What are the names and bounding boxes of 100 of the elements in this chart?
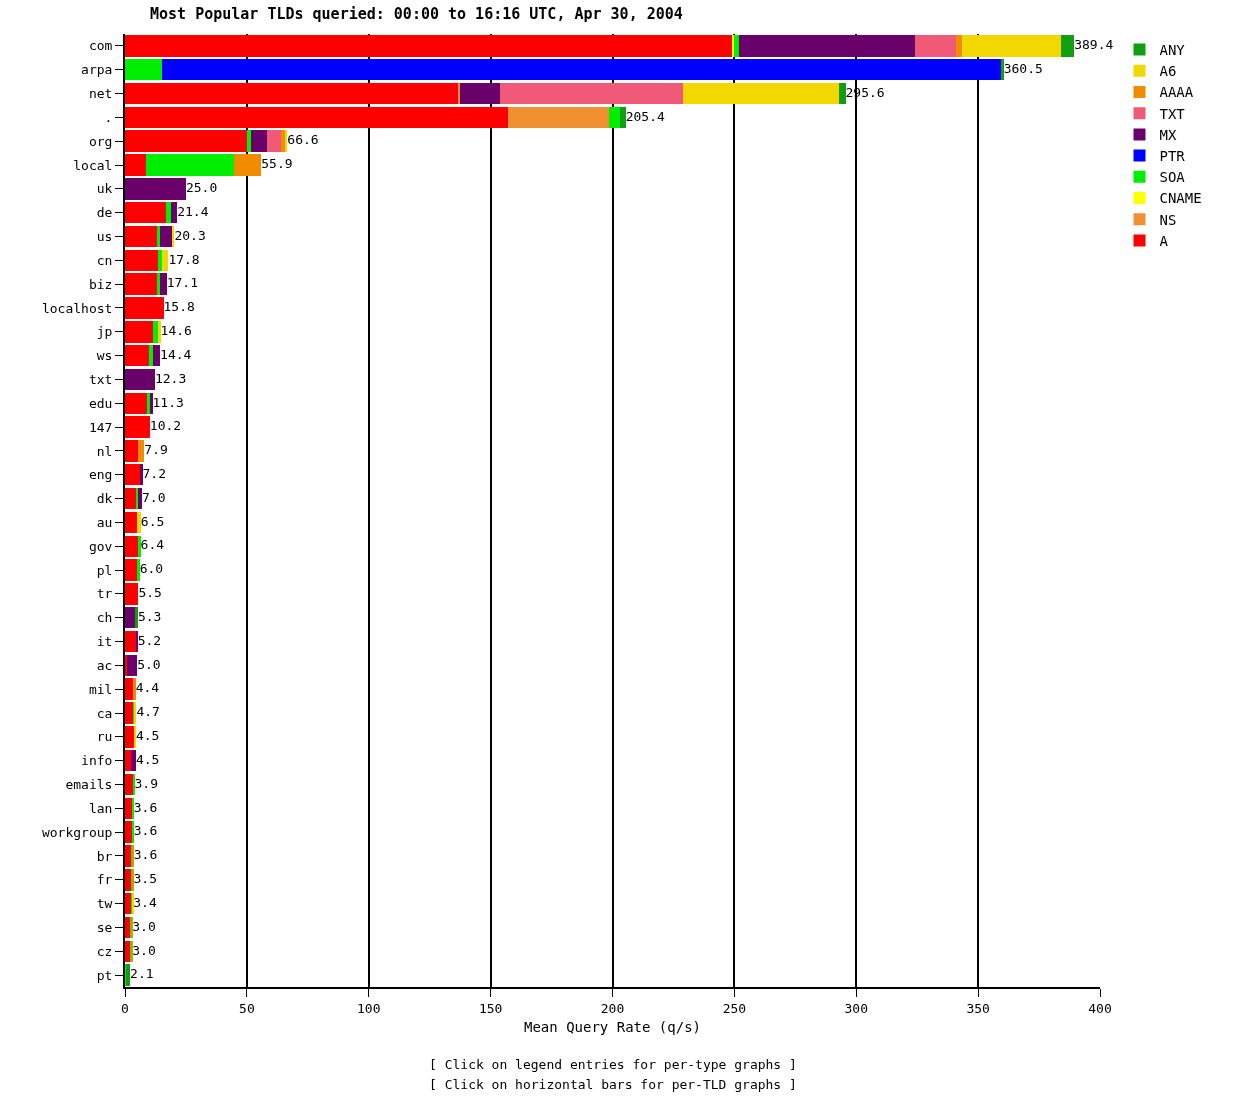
total-label: 10.2 [149, 418, 182, 434]
chart-title: Most Popular TLDs queried: 00:00 to 16:16 UTC, Apr 30, 2004 [150, 5, 683, 24]
y-tick-label: lan [88, 800, 113, 816]
y-tick-label: tw [96, 896, 113, 912]
total-label: 11.3 [152, 394, 184, 410]
y-tick-label: ch [96, 610, 113, 626]
y-tick-label: gov [88, 538, 113, 554]
y-tick-label: it [96, 634, 113, 650]
legend-label: MX [1159, 126, 1177, 143]
y-tick-label: . [104, 109, 113, 125]
x-tick-label: 300 [844, 1000, 868, 1016]
total-label: 7.0 [142, 489, 166, 505]
y-tick-label: pl [96, 562, 113, 578]
total-label: 4.5 [135, 728, 160, 744]
text: [ Click on horizontal bars for per-TLD graphs ] [429, 1077, 797, 1092]
total-label: 21.4 [177, 203, 209, 219]
total-label: 3.5 [133, 871, 158, 887]
total-label: 3.0 [132, 918, 156, 934]
y-tick-label: pt [96, 967, 113, 983]
total-label: 7.2 [142, 466, 167, 482]
total-label: 5.2 [137, 632, 162, 648]
y-tick-label: de [96, 205, 113, 221]
total-label: 55.9 [261, 156, 293, 172]
total-label: 12.3 [154, 370, 187, 386]
y-tick-label: txt [88, 372, 113, 388]
x-tick-label: 150 [478, 1000, 503, 1016]
total-label: 66.6 [287, 132, 319, 148]
y-tick-label: net [88, 86, 113, 102]
legend-label: TXT [1159, 105, 1186, 122]
y-tick-label: br [96, 848, 113, 864]
text: [ Click on legend entries for per-type graphs ] [429, 1057, 797, 1072]
y-tick-label: cn [96, 252, 113, 268]
legend-label: SOA [1159, 169, 1186, 186]
y-tick-label: fr [96, 872, 113, 888]
y-tick-label: local [73, 157, 113, 173]
y-tick-label: tr [96, 586, 113, 602]
total-label: 25.0 [185, 180, 218, 196]
y-tick-label: us [96, 229, 113, 245]
total-label: 20.3 [174, 227, 206, 243]
legend-label: AAAA [1159, 84, 1194, 101]
total-label: 3.0 [132, 942, 156, 958]
total-label: 6.0 [139, 561, 164, 577]
y-tick-label: biz [88, 276, 113, 292]
total-label: 360.5 [1003, 60, 1043, 76]
y-tick-label: workgroup [41, 824, 113, 840]
y-tick-label: arpa [81, 62, 113, 78]
y-tick-label: ws [96, 348, 113, 364]
y-tick-label: mil [88, 681, 113, 697]
total-label: 6.4 [140, 537, 165, 553]
x-tick-label: 200 [600, 1000, 625, 1016]
y-tick-label: se [96, 919, 113, 935]
total-label: 5.0 [137, 656, 161, 672]
y-tick-label: emails [65, 777, 113, 793]
legend-label: A [1159, 232, 1169, 249]
x-tick-label: 50 [239, 1000, 255, 1016]
y-tick-label: eng [88, 467, 113, 483]
y-tick-label: ca [96, 705, 113, 721]
y-tick-label: localhost [41, 300, 113, 316]
y-tick-label: au [96, 514, 113, 530]
total-label: 389.4 [1074, 37, 1114, 53]
total-label: 4.4 [135, 680, 160, 696]
total-label: 2.1 [130, 966, 154, 982]
total-label: 4.7 [136, 704, 160, 720]
y-tick-label: 147 [88, 419, 113, 435]
y-tick-label: info [81, 753, 113, 769]
y-tick-label: dk [96, 491, 113, 507]
legend-label: PTR [1159, 148, 1186, 165]
x-tick-label: 100 [357, 1000, 381, 1016]
y-tick-label: org [88, 133, 113, 149]
legend-label: A6 [1159, 63, 1177, 80]
total-label: 5.5 [138, 585, 162, 601]
total-label: 3.6 [133, 823, 158, 839]
total-label: 7.9 [144, 442, 168, 458]
total-label: 17.8 [168, 251, 200, 267]
y-tick-label: cz [96, 943, 113, 959]
x-axis-title: Mean Query Rate (q/s) [523, 1019, 702, 1036]
x-tick-label: 400 [1088, 1000, 1112, 1016]
total-label: 3.6 [133, 799, 158, 815]
legend-label: ANY [1159, 42, 1186, 59]
total-label: 3.6 [133, 847, 158, 863]
legend-label: NS [1159, 211, 1177, 228]
y-tick-label: uk [96, 181, 113, 197]
x-tick-label: 350 [966, 1000, 990, 1016]
total-label: 6.5 [140, 513, 165, 529]
total-label: 4.5 [135, 751, 160, 767]
total-label: 14.6 [160, 323, 192, 339]
y-tick-label: ru [96, 729, 113, 745]
total-label: 14.4 [160, 346, 192, 362]
y-tick-label: ac [96, 657, 113, 673]
y-tick-label: nl [96, 443, 113, 459]
total-label: 205.4 [625, 108, 665, 124]
total-label: 3.9 [134, 775, 158, 791]
y-tick-label: edu [88, 395, 113, 411]
total-label: 17.1 [166, 275, 198, 291]
x-tick-label: 250 [722, 1000, 747, 1016]
x-tick-label: 0 [121, 1000, 129, 1016]
legend-label: CNAME [1159, 190, 1202, 207]
total-label: 5.3 [137, 608, 162, 624]
total-label: 15.8 [163, 299, 195, 315]
y-tick-label: com [88, 38, 113, 54]
